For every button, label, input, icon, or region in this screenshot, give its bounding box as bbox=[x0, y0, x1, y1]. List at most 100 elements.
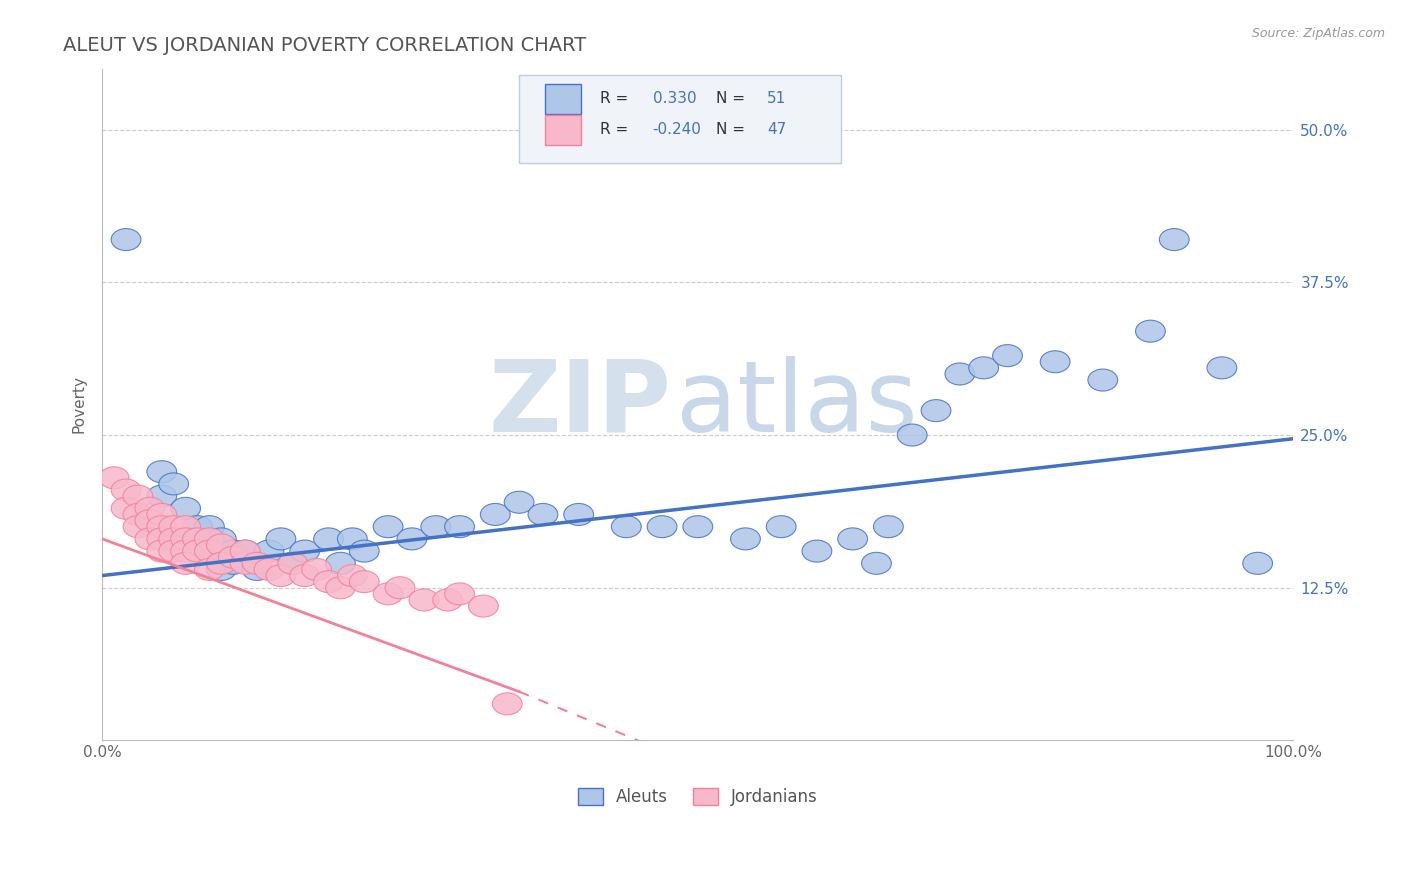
Ellipse shape bbox=[969, 357, 998, 379]
Ellipse shape bbox=[254, 558, 284, 581]
Ellipse shape bbox=[993, 344, 1022, 367]
Ellipse shape bbox=[396, 528, 427, 549]
Legend: Aleuts, Jordanians: Aleuts, Jordanians bbox=[571, 781, 825, 813]
Ellipse shape bbox=[481, 503, 510, 525]
Ellipse shape bbox=[373, 516, 404, 538]
Ellipse shape bbox=[170, 541, 201, 562]
Ellipse shape bbox=[183, 516, 212, 538]
Ellipse shape bbox=[124, 503, 153, 525]
Ellipse shape bbox=[194, 528, 225, 549]
Ellipse shape bbox=[231, 552, 260, 574]
Ellipse shape bbox=[385, 577, 415, 599]
Ellipse shape bbox=[231, 541, 260, 562]
Ellipse shape bbox=[1160, 228, 1189, 251]
Ellipse shape bbox=[218, 541, 247, 562]
Text: -0.240: -0.240 bbox=[652, 122, 702, 136]
Ellipse shape bbox=[218, 552, 247, 574]
Ellipse shape bbox=[409, 589, 439, 611]
Ellipse shape bbox=[159, 516, 188, 538]
Ellipse shape bbox=[731, 528, 761, 549]
Ellipse shape bbox=[194, 558, 225, 581]
Text: 47: 47 bbox=[766, 122, 786, 136]
Text: ALEUT VS JORDANIAN POVERTY CORRELATION CHART: ALEUT VS JORDANIAN POVERTY CORRELATION C… bbox=[63, 36, 586, 54]
Ellipse shape bbox=[314, 528, 343, 549]
Ellipse shape bbox=[183, 541, 212, 562]
Text: 0.330: 0.330 bbox=[652, 91, 696, 106]
Ellipse shape bbox=[170, 528, 201, 549]
Ellipse shape bbox=[349, 571, 380, 592]
FancyBboxPatch shape bbox=[546, 84, 581, 114]
Ellipse shape bbox=[207, 534, 236, 556]
Ellipse shape bbox=[612, 516, 641, 538]
Ellipse shape bbox=[278, 552, 308, 574]
Ellipse shape bbox=[326, 552, 356, 574]
Ellipse shape bbox=[1136, 320, 1166, 343]
Ellipse shape bbox=[159, 473, 188, 495]
Ellipse shape bbox=[194, 541, 225, 562]
FancyBboxPatch shape bbox=[546, 115, 581, 145]
Ellipse shape bbox=[266, 528, 295, 549]
Ellipse shape bbox=[170, 552, 201, 574]
Ellipse shape bbox=[170, 498, 201, 519]
Ellipse shape bbox=[159, 541, 188, 562]
Ellipse shape bbox=[146, 516, 177, 538]
Ellipse shape bbox=[444, 516, 474, 538]
Text: atlas: atlas bbox=[676, 356, 918, 453]
Ellipse shape bbox=[183, 528, 212, 549]
Ellipse shape bbox=[231, 541, 260, 562]
Ellipse shape bbox=[207, 552, 236, 574]
Ellipse shape bbox=[159, 528, 188, 549]
Ellipse shape bbox=[1243, 552, 1272, 574]
Ellipse shape bbox=[111, 498, 141, 519]
Ellipse shape bbox=[100, 467, 129, 489]
Ellipse shape bbox=[146, 528, 177, 549]
Ellipse shape bbox=[302, 558, 332, 581]
Ellipse shape bbox=[146, 503, 177, 525]
Ellipse shape bbox=[146, 460, 177, 483]
Text: R =: R = bbox=[600, 122, 633, 136]
Ellipse shape bbox=[564, 503, 593, 525]
Text: R =: R = bbox=[600, 91, 633, 106]
Ellipse shape bbox=[278, 552, 308, 574]
Text: 51: 51 bbox=[766, 91, 786, 106]
Text: N =: N = bbox=[716, 91, 749, 106]
Ellipse shape bbox=[337, 528, 367, 549]
Ellipse shape bbox=[290, 565, 319, 587]
Ellipse shape bbox=[468, 595, 498, 617]
Ellipse shape bbox=[373, 582, 404, 605]
Ellipse shape bbox=[124, 485, 153, 508]
Ellipse shape bbox=[873, 516, 903, 538]
Ellipse shape bbox=[254, 541, 284, 562]
Ellipse shape bbox=[146, 485, 177, 508]
Ellipse shape bbox=[420, 516, 451, 538]
Ellipse shape bbox=[1040, 351, 1070, 373]
Ellipse shape bbox=[111, 479, 141, 501]
Ellipse shape bbox=[170, 516, 201, 538]
Ellipse shape bbox=[242, 558, 271, 581]
Ellipse shape bbox=[862, 552, 891, 574]
Ellipse shape bbox=[647, 516, 676, 538]
Ellipse shape bbox=[683, 516, 713, 538]
Ellipse shape bbox=[218, 546, 247, 568]
Ellipse shape bbox=[207, 528, 236, 549]
Ellipse shape bbox=[124, 516, 153, 538]
Ellipse shape bbox=[433, 589, 463, 611]
Text: ZIP: ZIP bbox=[489, 356, 672, 453]
Ellipse shape bbox=[242, 552, 271, 574]
Y-axis label: Poverty: Poverty bbox=[72, 376, 86, 434]
Ellipse shape bbox=[194, 541, 225, 562]
Ellipse shape bbox=[492, 693, 522, 714]
Ellipse shape bbox=[349, 541, 380, 562]
Ellipse shape bbox=[945, 363, 974, 385]
Ellipse shape bbox=[290, 541, 319, 562]
Ellipse shape bbox=[838, 528, 868, 549]
Ellipse shape bbox=[314, 571, 343, 592]
Ellipse shape bbox=[529, 503, 558, 525]
Ellipse shape bbox=[1206, 357, 1237, 379]
Text: Source: ZipAtlas.com: Source: ZipAtlas.com bbox=[1251, 27, 1385, 40]
Ellipse shape bbox=[183, 534, 212, 556]
Ellipse shape bbox=[1088, 369, 1118, 391]
Ellipse shape bbox=[146, 541, 177, 562]
Ellipse shape bbox=[326, 577, 356, 599]
Ellipse shape bbox=[111, 228, 141, 251]
